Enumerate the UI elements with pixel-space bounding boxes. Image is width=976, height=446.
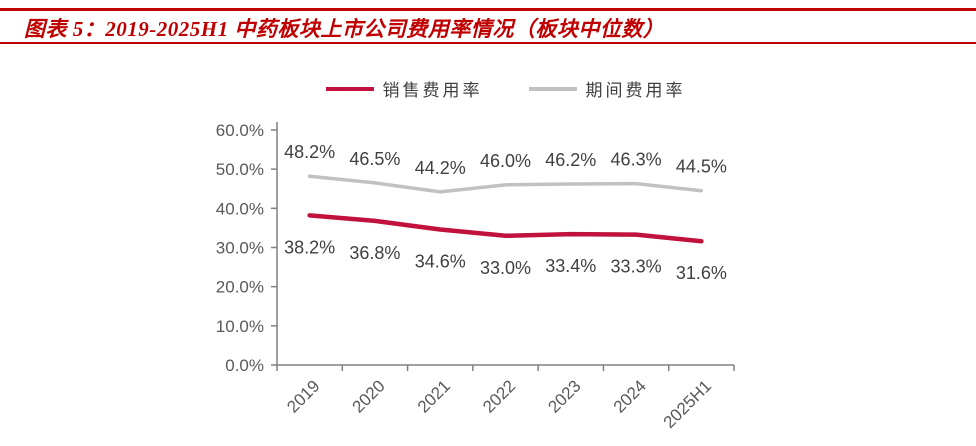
legend-line-swatch [528, 86, 577, 91]
legend-line-swatch [325, 86, 374, 91]
legend-label: 销售费用率 [382, 81, 483, 100]
x-category-label: 2024 [610, 376, 650, 416]
data-label: 46.2% [545, 150, 596, 170]
data-label: 31.6% [676, 263, 727, 283]
data-label: 33.4% [545, 256, 596, 276]
data-label: 33.3% [611, 257, 662, 277]
x-category-label: 2022 [479, 376, 519, 416]
y-tick-label: 60.0% [216, 121, 264, 140]
data-label: 44.5% [676, 157, 727, 177]
legend-label: 期间费用率 [585, 81, 686, 100]
data-label: 36.8% [349, 243, 400, 263]
series-line-0 [307, 213, 704, 244]
data-label: 33.0% [480, 258, 531, 278]
x-category-label: 2021 [414, 376, 454, 416]
title-rule-top [0, 8, 976, 11]
title-rule-bottom [0, 42, 976, 44]
data-label: 46.0% [480, 151, 531, 171]
legend-item-0[interactable]: 销售费用率 [325, 76, 483, 101]
x-category-label: 2023 [544, 376, 584, 416]
series-line-1 [307, 174, 704, 194]
chart-legend: 销售费用率 期间费用率 [277, 76, 734, 101]
y-tick-label: 10.0% [216, 317, 264, 336]
data-label: 34.6% [415, 251, 466, 271]
data-label: 38.2% [284, 237, 335, 257]
figure-title: 图表 5：2019-2025H1 中药板块上市公司费用率情况（板块中位数） [24, 17, 665, 41]
data-label: 46.3% [611, 150, 662, 170]
x-category-label: 2025H1 [660, 376, 716, 432]
y-tick-label: 40.0% [216, 199, 264, 218]
data-label: 46.5% [349, 149, 400, 169]
y-tick-label: 0.0% [225, 356, 264, 375]
data-label: 44.2% [415, 158, 466, 178]
legend-item-1[interactable]: 期间费用率 [528, 76, 686, 101]
data-label: 48.2% [284, 142, 335, 162]
x-category-label: 2019 [283, 376, 323, 416]
y-tick-label: 20.0% [216, 278, 264, 297]
x-category-label: 2020 [349, 376, 389, 416]
y-tick-label: 30.0% [216, 239, 264, 258]
y-tick-label: 50.0% [216, 160, 264, 179]
